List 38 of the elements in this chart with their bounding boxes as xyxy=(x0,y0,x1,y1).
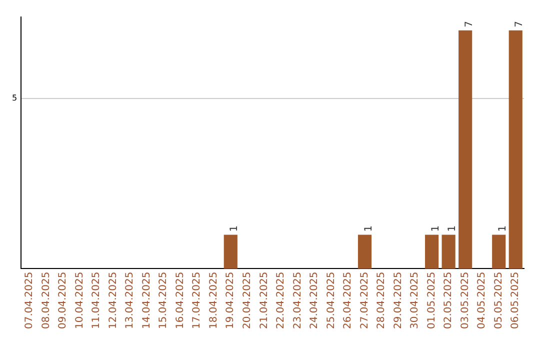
x-tick-label: 14.04.2025 xyxy=(141,272,152,330)
x-tick-label: 17.04.2025 xyxy=(192,272,203,330)
y-tick-label: 5 xyxy=(12,94,18,103)
x-tick-label: 13.04.2025 xyxy=(124,272,136,330)
x-tick-label: 03.05.2025 xyxy=(460,272,471,330)
x-tick-label: 04.05.2025 xyxy=(476,272,488,330)
data-label: 1 xyxy=(430,225,442,232)
x-tick-label: 26.04.2025 xyxy=(342,272,354,330)
data-label: 1 xyxy=(447,225,458,232)
x-tick-label: 06.05.2025 xyxy=(510,272,522,330)
x-tick-label: 12.04.2025 xyxy=(108,272,119,330)
data-label: 7 xyxy=(514,21,526,28)
x-tick-label: 07.04.2025 xyxy=(24,272,36,330)
x-tick-label: 09.04.2025 xyxy=(58,272,69,330)
x-tick-label: 24.04.2025 xyxy=(309,272,320,330)
x-tick-label: 16.04.2025 xyxy=(174,272,186,330)
data-label: 1 xyxy=(229,225,240,232)
x-tick-label: 21.04.2025 xyxy=(258,272,270,330)
data-label: 1 xyxy=(363,225,374,232)
x-tick-label: 28.04.2025 xyxy=(376,272,388,330)
x-tick-label: 08.04.2025 xyxy=(40,272,52,330)
x-tick-label: 30.04.2025 xyxy=(410,272,421,330)
x-tick-label: 20.04.2025 xyxy=(242,272,253,330)
data-label: 1 xyxy=(497,225,508,232)
x-tick-label: 02.05.2025 xyxy=(443,272,454,330)
x-tick-label: 19.04.2025 xyxy=(225,272,236,330)
data-label: 7 xyxy=(464,21,475,28)
x-tick-label: 01.05.2025 xyxy=(426,272,438,330)
x-tick-label: 23.04.2025 xyxy=(292,272,304,330)
x-tick-label: 11.04.2025 xyxy=(91,272,102,330)
x-tick-label: 15.04.2025 xyxy=(158,272,170,330)
x-tick-label: 05.05.2025 xyxy=(493,272,504,330)
x-tick-label: 29.04.2025 xyxy=(392,272,404,330)
x-tick-label: 18.04.2025 xyxy=(208,272,220,330)
x-tick-label: 25.04.2025 xyxy=(326,272,337,330)
x-tick-label: 27.04.2025 xyxy=(359,272,370,330)
x-tick-label: 10.04.2025 xyxy=(74,272,86,330)
x-tick-label: 22.04.2025 xyxy=(276,272,287,330)
